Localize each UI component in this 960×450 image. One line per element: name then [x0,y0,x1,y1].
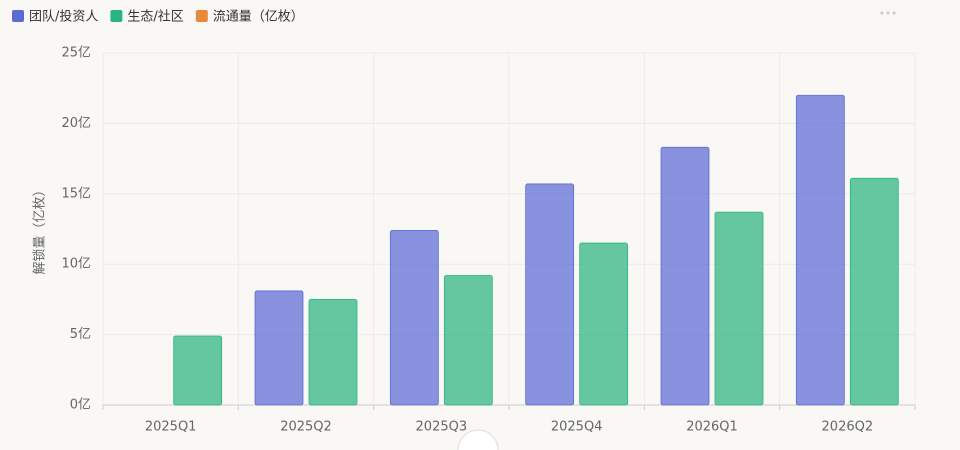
x-tick-label: 2025Q3 [416,420,468,435]
more-menu[interactable] [880,11,896,15]
y-axis-title: 解锁量（亿枚） [32,183,48,274]
y-tick-label: 15亿 [61,186,91,201]
legend: 团队/投资人 生态/社区 流通量（亿枚） [12,9,304,25]
legend-label: 团队/投资人 [29,9,98,25]
bar [443,275,493,406]
y-tick-label: 5亿 [70,327,91,342]
y-tick-label: 10亿 [61,257,91,272]
legend-label: 流通量（亿枚） [213,10,304,25]
bar [714,211,764,406]
bar [795,94,845,406]
bar [525,183,575,406]
y-tick-label: 25亿 [61,46,91,61]
y-tick-label: 0亿 [70,398,91,413]
scroll-button[interactable] [457,429,499,450]
x-tick-label: 2025Q2 [280,420,332,435]
legend-swatch [195,10,208,22]
bar [660,146,710,406]
bar [849,177,899,406]
bar [173,335,223,406]
x-tick-label: 2026Q1 [686,420,738,435]
bar [308,298,358,406]
legend-swatch [12,10,24,22]
x-tick-label: 2026Q2 [822,420,874,435]
x-tick-label: 2025Q4 [551,420,603,435]
y-tick-label: 20亿 [61,116,91,131]
bar [579,242,629,406]
bar [389,230,439,406]
bar [254,290,304,406]
x-tick-label: 2025Q1 [145,420,197,435]
dot [886,11,890,15]
dot [892,11,896,15]
dot [880,11,884,15]
legend-label: 生态/社区 [127,9,183,25]
legend-swatch [110,10,123,22]
